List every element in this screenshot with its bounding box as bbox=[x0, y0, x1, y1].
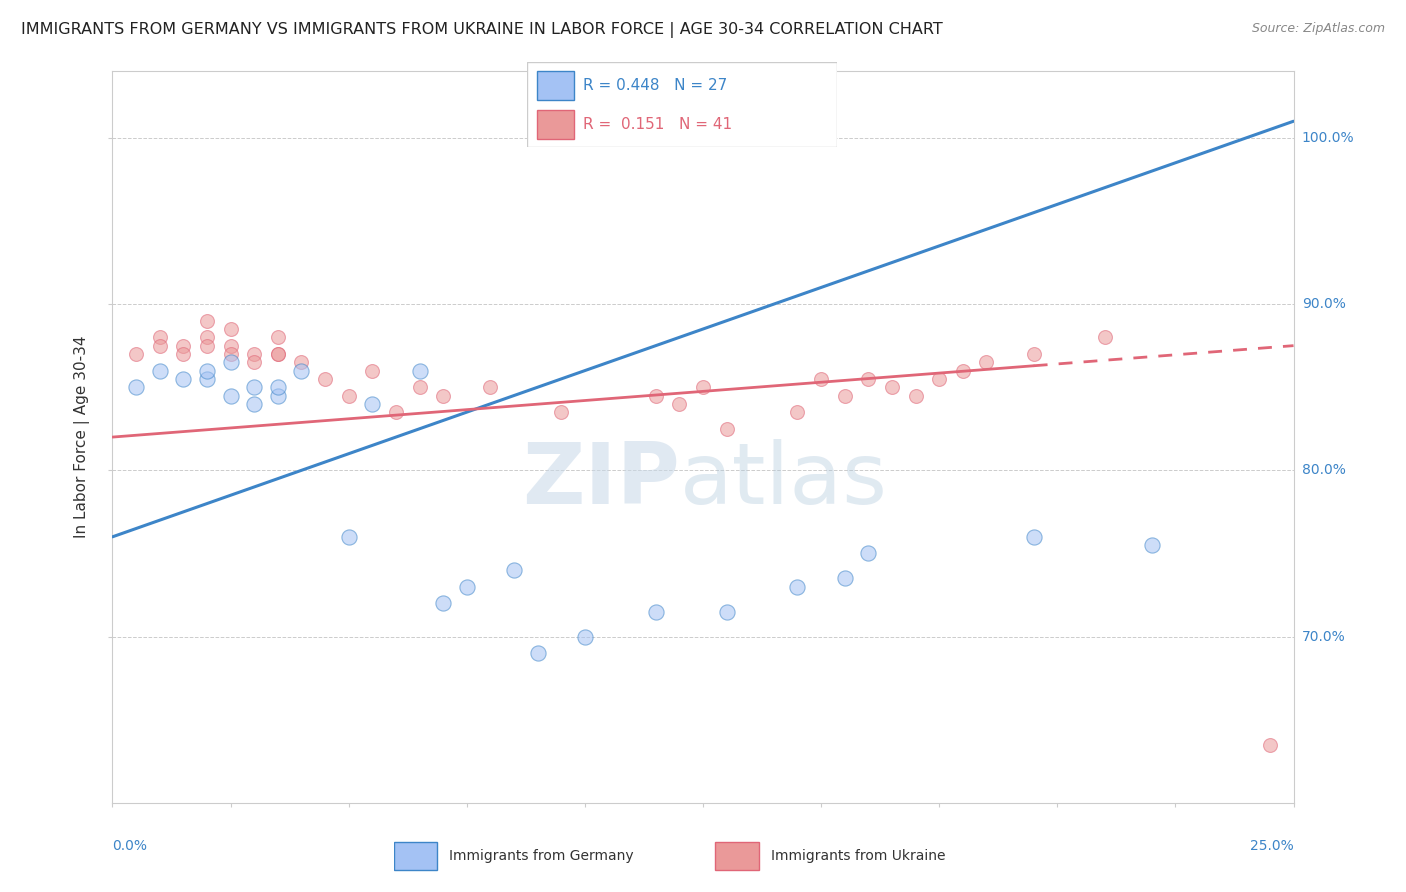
Point bbox=[267, 330, 290, 344]
Point bbox=[195, 330, 218, 344]
Point bbox=[928, 372, 950, 386]
Point bbox=[149, 363, 172, 377]
Point bbox=[361, 363, 384, 377]
Point bbox=[385, 405, 408, 419]
Point bbox=[267, 347, 290, 361]
Point bbox=[290, 355, 312, 369]
Point bbox=[243, 347, 266, 361]
Text: IMMIGRANTS FROM GERMANY VS IMMIGRANTS FROM UKRAINE IN LABOR FORCE | AGE 30-34 CO: IMMIGRANTS FROM GERMANY VS IMMIGRANTS FR… bbox=[21, 22, 943, 38]
Point bbox=[267, 380, 290, 394]
Point bbox=[952, 363, 974, 377]
Text: 80.0%: 80.0% bbox=[1302, 463, 1346, 477]
Point bbox=[219, 339, 242, 353]
Text: Immigrants from Germany: Immigrants from Germany bbox=[450, 849, 634, 863]
Point bbox=[858, 546, 880, 560]
Point bbox=[644, 605, 666, 619]
Point bbox=[408, 380, 430, 394]
Y-axis label: In Labor Force | Age 30-34: In Labor Force | Age 30-34 bbox=[73, 335, 90, 539]
Text: ZIP: ZIP bbox=[522, 440, 679, 523]
Point bbox=[1022, 347, 1045, 361]
Point bbox=[810, 372, 832, 386]
Text: 0.0%: 0.0% bbox=[112, 838, 148, 853]
Text: 100.0%: 100.0% bbox=[1302, 131, 1354, 145]
Point bbox=[267, 347, 290, 361]
Point bbox=[219, 347, 242, 361]
Point bbox=[408, 363, 430, 377]
Point bbox=[574, 630, 596, 644]
Point bbox=[526, 646, 548, 660]
Point bbox=[432, 388, 454, 402]
Bar bbox=[394, 842, 437, 870]
Text: Source: ZipAtlas.com: Source: ZipAtlas.com bbox=[1251, 22, 1385, 36]
Point bbox=[479, 380, 502, 394]
Bar bbox=[716, 842, 759, 870]
Point bbox=[668, 397, 690, 411]
Point bbox=[550, 405, 572, 419]
Point bbox=[834, 571, 856, 585]
Point bbox=[172, 372, 194, 386]
Text: atlas: atlas bbox=[679, 440, 887, 523]
Point bbox=[314, 372, 336, 386]
Point bbox=[149, 339, 172, 353]
Text: 25.0%: 25.0% bbox=[1250, 838, 1294, 853]
Point bbox=[337, 530, 360, 544]
Point bbox=[692, 380, 714, 394]
Text: R = 0.448   N = 27: R = 0.448 N = 27 bbox=[583, 78, 727, 93]
Point bbox=[1094, 330, 1116, 344]
Point bbox=[243, 397, 266, 411]
Point bbox=[219, 355, 242, 369]
Point bbox=[361, 397, 384, 411]
Point bbox=[172, 347, 194, 361]
Point bbox=[1140, 538, 1163, 552]
Point bbox=[456, 580, 478, 594]
Point bbox=[786, 580, 808, 594]
Point bbox=[503, 563, 526, 577]
Point bbox=[644, 388, 666, 402]
Text: R =  0.151   N = 41: R = 0.151 N = 41 bbox=[583, 117, 733, 132]
Point bbox=[195, 339, 218, 353]
Point bbox=[858, 372, 880, 386]
FancyBboxPatch shape bbox=[527, 62, 837, 147]
Point bbox=[125, 380, 148, 394]
Point bbox=[432, 596, 454, 610]
Point bbox=[337, 388, 360, 402]
Point bbox=[1258, 738, 1281, 752]
Point bbox=[1022, 530, 1045, 544]
Point bbox=[219, 388, 242, 402]
Point bbox=[149, 330, 172, 344]
Text: 90.0%: 90.0% bbox=[1302, 297, 1346, 311]
Point bbox=[195, 363, 218, 377]
Point bbox=[716, 422, 738, 436]
Point bbox=[904, 388, 927, 402]
Text: 70.0%: 70.0% bbox=[1302, 630, 1346, 643]
Point bbox=[290, 363, 312, 377]
Bar bbox=[537, 71, 574, 100]
Point bbox=[267, 388, 290, 402]
Point bbox=[834, 388, 856, 402]
Point bbox=[125, 347, 148, 361]
Point bbox=[195, 314, 218, 328]
Point bbox=[243, 355, 266, 369]
Point bbox=[786, 405, 808, 419]
Text: Immigrants from Ukraine: Immigrants from Ukraine bbox=[770, 849, 946, 863]
Point bbox=[172, 339, 194, 353]
Point bbox=[880, 380, 903, 394]
Bar bbox=[537, 110, 574, 139]
Point bbox=[219, 322, 242, 336]
Point bbox=[243, 380, 266, 394]
Point bbox=[716, 605, 738, 619]
Point bbox=[195, 372, 218, 386]
Point bbox=[976, 355, 998, 369]
